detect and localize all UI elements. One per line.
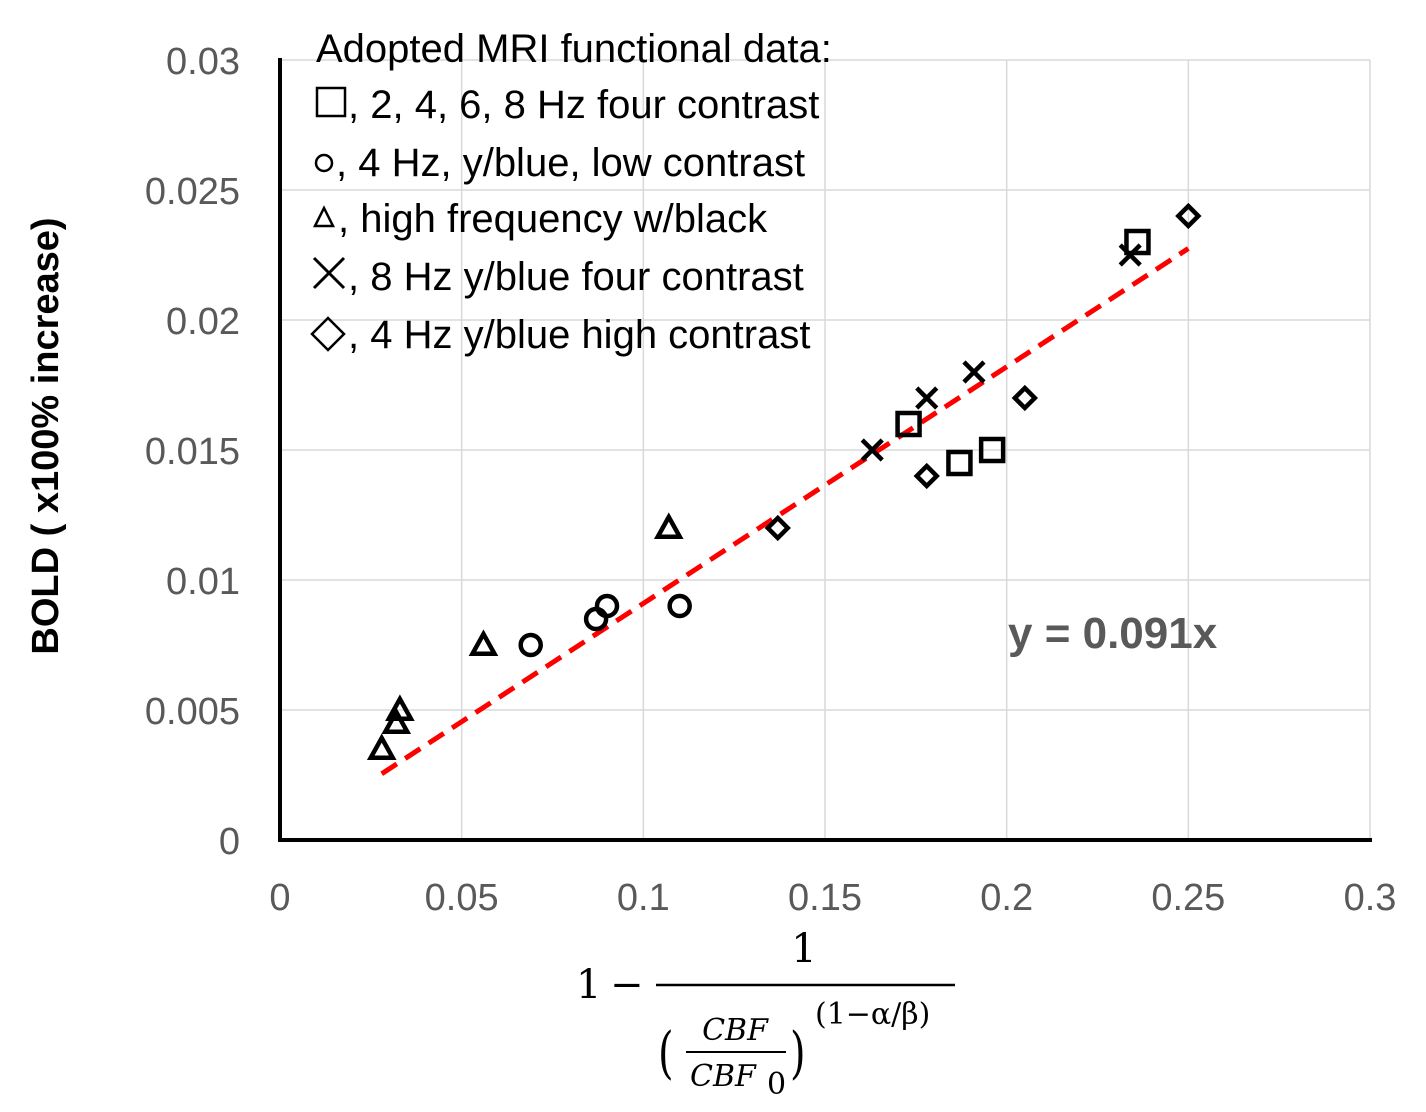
y-tick-label: 0.015 [145, 431, 240, 473]
formula-numerator: 1 [791, 926, 816, 972]
x-tick-label: 0.3 [1344, 877, 1397, 919]
formula-frac-num: CBF [702, 1013, 769, 1048]
x-tick-label: 0.2 [980, 877, 1033, 919]
legend-item: , high frequency w/black [312, 197, 768, 241]
triangle-point [468, 629, 499, 657]
formula-minus: − [610, 962, 644, 1008]
diamond-point [913, 462, 940, 490]
y-tick-label: 0.01 [166, 561, 240, 603]
legend-items: , 2, 4, 6, 8 Hz four contrast , 4 Hz, y/b… [310, 83, 819, 357]
diamond-point [1175, 202, 1202, 230]
legend-label: , 4 Hz y/blue high contrast [348, 313, 810, 357]
x-point [1118, 243, 1142, 267]
x-point [860, 438, 884, 462]
legend-x-icon [312, 256, 346, 290]
x-tick-label: 0.25 [1151, 877, 1225, 919]
x-tick-label: 0.05 [425, 877, 499, 919]
legend-label: , high frequency w/black [338, 197, 768, 241]
x-point [962, 360, 986, 384]
triangle-point [653, 512, 684, 540]
formula-right-paren: ) [790, 1021, 806, 1085]
legend: Adopted MRI functional data: , 2, 4, 6, … [310, 27, 832, 357]
legend-title: Adopted MRI functional data: [316, 27, 832, 71]
x-tick-labels: 0 0.05 0.1 0.15 0.2 0.25 0.3 [269, 877, 1396, 919]
diamond-point [764, 514, 791, 542]
x-point [915, 386, 939, 410]
legend-label: , 2, 4, 6, 8 Hz four contrast [348, 83, 819, 127]
formula-exponent: (1−α/β) [815, 997, 930, 1032]
circle-point [594, 593, 620, 619]
y-tick-label: 0.005 [145, 691, 240, 733]
legend-square-icon [315, 86, 347, 118]
triangle-point [366, 733, 397, 761]
formula-left-paren: ( [658, 1021, 674, 1085]
x-axis-label-formula: 1 − 1 ( CBF CBF 0 ) (1−α/β) [576, 926, 955, 1102]
diamond-point [1011, 384, 1039, 412]
square-point [1124, 228, 1151, 256]
trendline-path [380, 246, 1190, 776]
legend-triangle-icon [312, 205, 336, 228]
square-point [946, 449, 973, 477]
circle-point [518, 632, 543, 658]
axes [278, 58, 1372, 842]
legend-label: , 8 Hz y/blue four contrast [348, 255, 804, 299]
legend-item: , 2, 4, 6, 8 Hz four contrast [315, 83, 819, 127]
trendline [380, 246, 1190, 776]
y-tick-labels: 0 0.005 0.01 0.015 0.02 0.025 0.03 [145, 41, 240, 863]
triangle-point [381, 707, 412, 735]
gridlines [280, 59, 1371, 840]
triangle-point [385, 694, 415, 722]
data-points [366, 202, 1202, 761]
circle-point [583, 606, 609, 632]
formula-frac-den: CBF [690, 1059, 757, 1094]
x-tick-label: 0.1 [617, 877, 670, 919]
legend-circle-icon [314, 153, 334, 173]
square-point [895, 410, 922, 438]
y-tick-label: 0.025 [145, 171, 240, 213]
circle-point [667, 593, 692, 619]
formula-frac-den-sub: 0 [767, 1067, 786, 1102]
square-point [978, 436, 1006, 464]
y-tick-label: 0.03 [166, 41, 240, 83]
legend-item: , 4 Hz y/blue high contrast [310, 313, 810, 357]
y-axis-label: BOLD ( x100% increase) [25, 217, 67, 654]
trendline-equation: y = 0.091x [1008, 609, 1218, 658]
x-tick-label: 0.15 [788, 877, 862, 919]
y-tick-label: 0 [219, 821, 240, 863]
y-tick-label: 0.02 [166, 301, 240, 343]
legend-diamond-icon [310, 316, 346, 352]
legend-item: , 8 Hz y/blue four contrast [312, 255, 804, 299]
formula-one: 1 [576, 962, 601, 1008]
legend-label: , 4 Hz, y/blue, low contrast [336, 141, 805, 185]
legend-item: , 4 Hz, y/blue, low contrast [314, 141, 805, 185]
x-tick-label: 0 [269, 877, 290, 919]
